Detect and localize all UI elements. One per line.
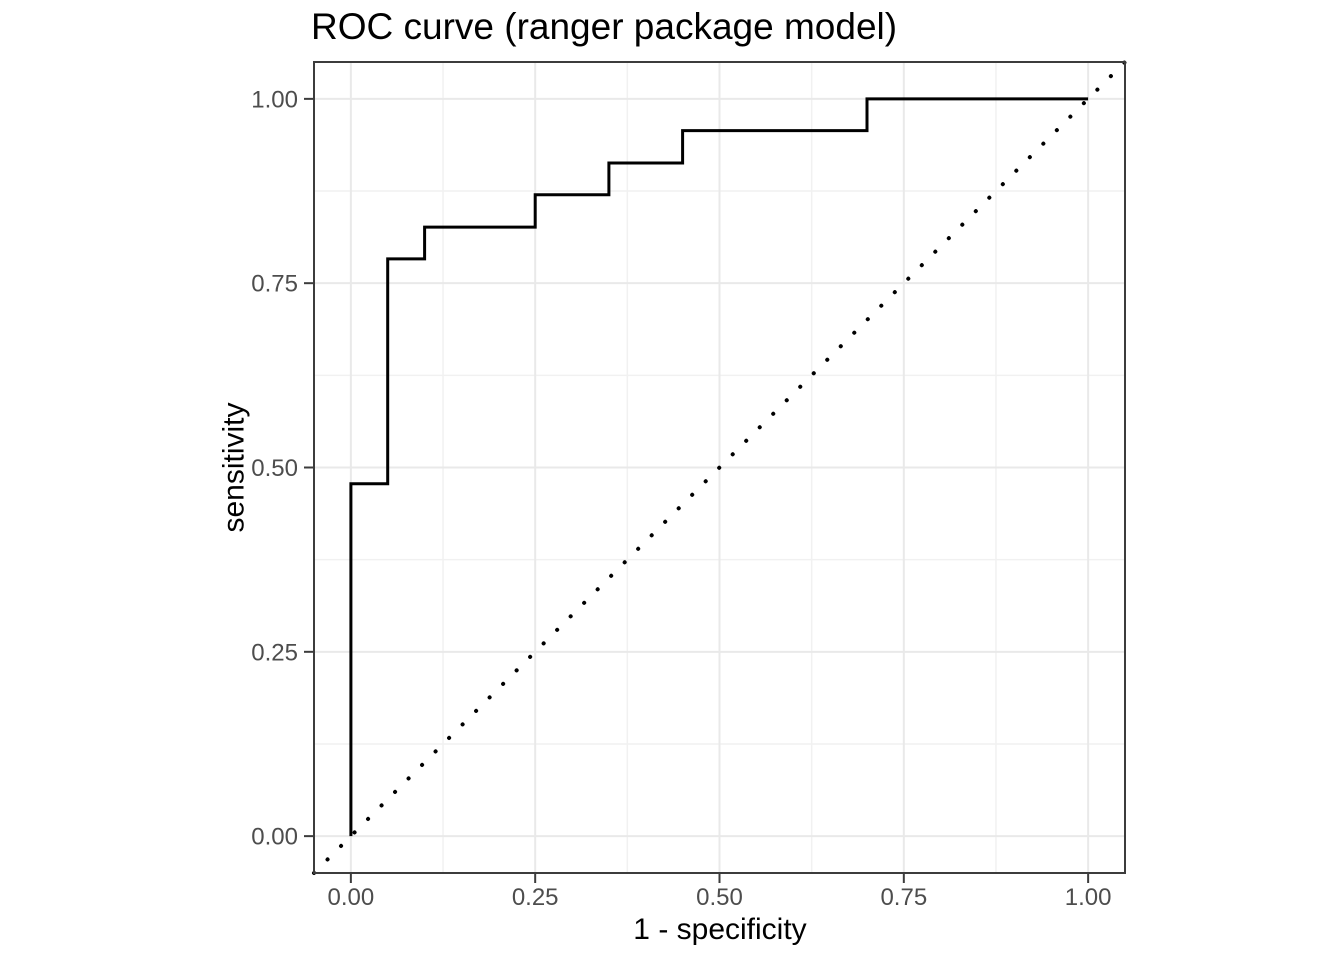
x-tick-label: 0.75 — [880, 884, 927, 911]
x-axis-title: 1 - specificity — [633, 913, 807, 946]
x-tick-label: 0.25 — [512, 884, 559, 911]
y-tick-label: 0.75 — [251, 271, 298, 298]
x-tick-label: 0.00 — [328, 884, 375, 911]
y-axis-title: sensitivity — [217, 402, 251, 533]
chance-diagonal-line — [312, 60, 1127, 875]
roc-curve-line — [349, 97, 1089, 837]
y-tick-label: 1.00 — [251, 86, 298, 113]
x-tick-label: 0.50 — [696, 884, 743, 911]
y-tick-label: 0.50 — [251, 455, 298, 482]
chart-title: ROC curve (ranger package model) — [311, 6, 898, 47]
x-tick-label: 1.00 — [1065, 884, 1112, 911]
y-tick-label: 0.00 — [251, 824, 298, 851]
panel-border — [313, 61, 1126, 874]
y-tick-label: 0.25 — [251, 639, 298, 666]
